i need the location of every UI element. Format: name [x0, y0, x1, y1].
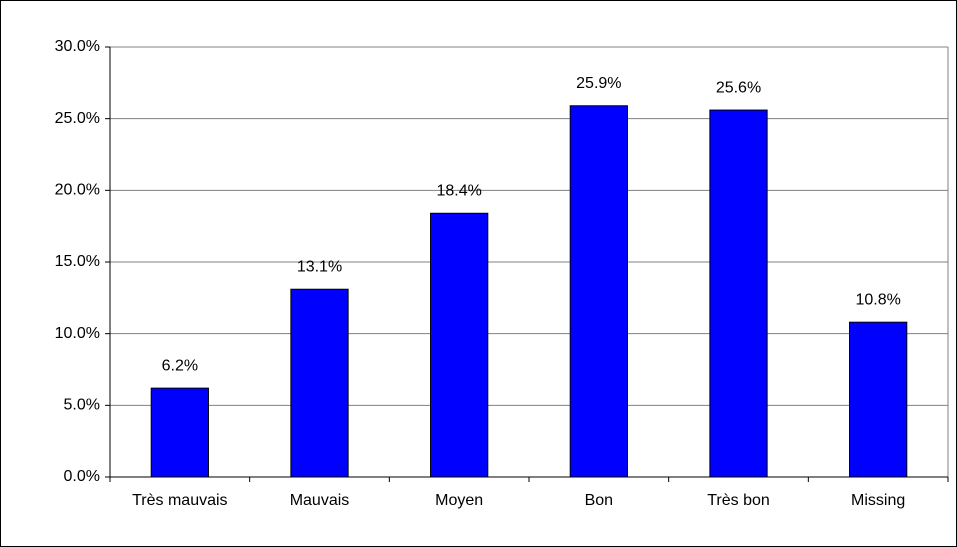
y-tick-label: 30.0%: [55, 38, 100, 55]
data-label: 10.8%: [855, 291, 900, 308]
bar: [569, 105, 628, 478]
data-label: 25.6%: [716, 79, 761, 96]
x-tick-label: Moyen: [435, 492, 483, 509]
x-tick-label: Bon: [585, 492, 613, 509]
y-tick-label: 20.0%: [55, 182, 100, 199]
y-tick-label: 15.0%: [55, 253, 100, 270]
bar: [290, 288, 349, 478]
y-tick-label: 0.0%: [64, 468, 100, 485]
data-label: 6.2%: [162, 357, 198, 374]
y-tick-label: 25.0%: [55, 110, 100, 127]
x-tick-label: Missing: [851, 492, 905, 509]
x-tick-label: Mauvais: [290, 492, 350, 509]
y-tick-label: 5.0%: [64, 397, 100, 414]
x-tick-label: Très bon: [707, 492, 770, 509]
bar: [849, 321, 908, 478]
data-label: 25.9%: [576, 75, 621, 92]
bar: [430, 212, 489, 478]
x-tick-label: Très mauvais: [132, 492, 227, 509]
data-label: 13.1%: [297, 258, 342, 275]
data-label: 18.4%: [436, 182, 481, 199]
bar: [150, 387, 209, 478]
bar: [709, 109, 768, 478]
y-tick-label: 10.0%: [55, 325, 100, 342]
